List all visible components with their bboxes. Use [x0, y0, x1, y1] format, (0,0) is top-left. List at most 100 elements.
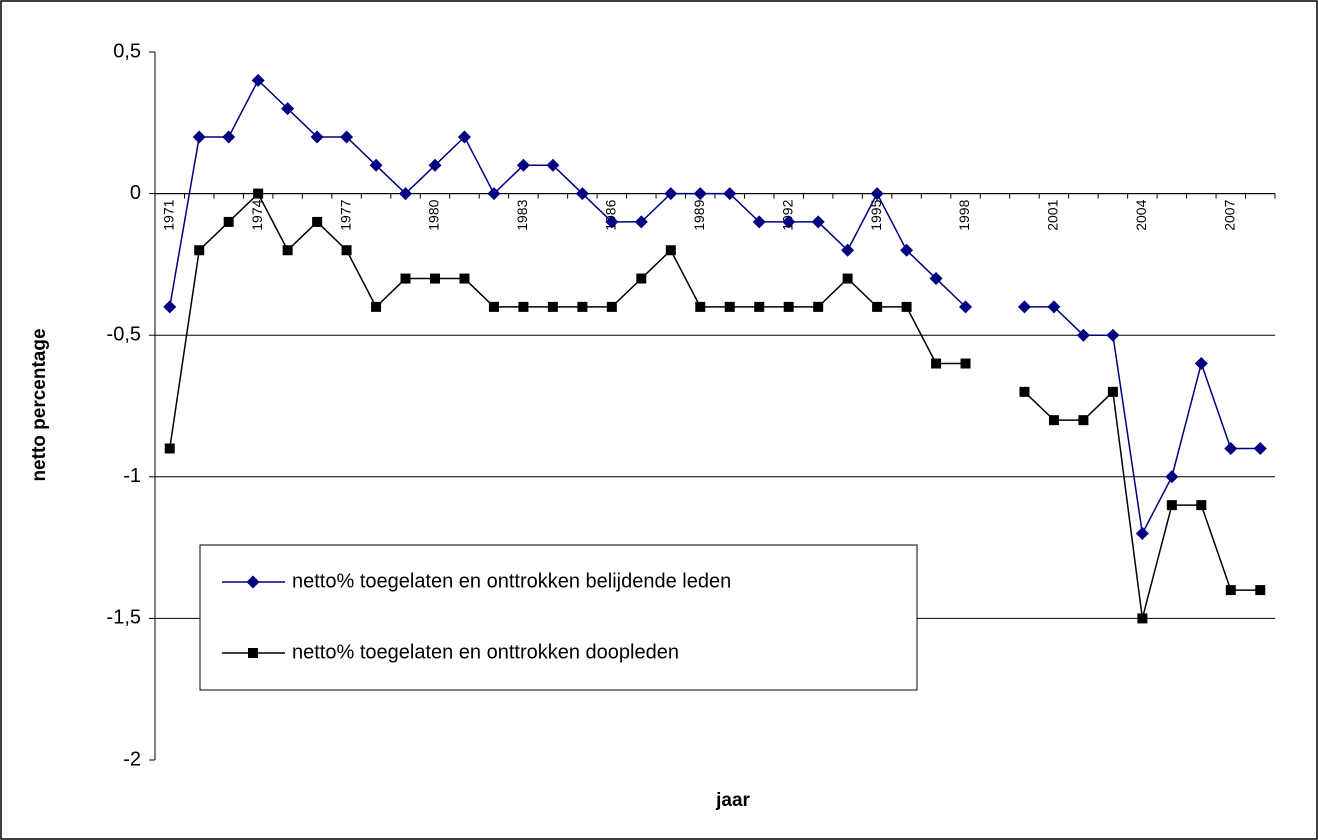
data-point — [723, 187, 737, 201]
x-axis-title: jaar — [715, 790, 750, 811]
data-point — [251, 73, 265, 87]
data-point — [693, 187, 707, 201]
data-point — [371, 301, 382, 312]
data-point — [340, 130, 354, 144]
legend-marker — [248, 648, 258, 658]
data-point — [1255, 585, 1266, 596]
data-point — [1137, 613, 1148, 624]
data-point — [901, 301, 912, 312]
data-point — [1196, 500, 1207, 511]
x-tick-label: 2007 — [1221, 199, 1237, 230]
data-point — [1078, 415, 1089, 426]
x-tick-label: 1989 — [691, 199, 707, 230]
data-point — [222, 130, 236, 144]
data-point — [695, 301, 706, 312]
data-point — [192, 130, 206, 144]
data-point — [813, 301, 824, 312]
data-point — [164, 443, 175, 454]
data-point — [1076, 328, 1090, 342]
data-point — [1224, 441, 1238, 455]
data-point — [842, 273, 853, 284]
data-point — [1019, 386, 1030, 397]
data-point — [841, 243, 855, 257]
legend-box — [199, 544, 918, 691]
data-point — [1225, 585, 1236, 596]
data-point — [872, 301, 883, 312]
y-tick-label: 0 — [130, 182, 141, 204]
data-point — [959, 300, 973, 314]
y-tick-label: -0,5 — [107, 323, 141, 345]
data-point — [665, 245, 676, 256]
data-point — [312, 216, 323, 227]
data-point — [253, 188, 264, 199]
data-point — [754, 301, 765, 312]
data-point — [369, 158, 383, 172]
data-point — [1106, 328, 1120, 342]
data-point — [577, 301, 588, 312]
data-point — [782, 215, 796, 229]
legend-marker — [246, 575, 260, 589]
legend-label: netto% toegelaten en onttrokken dooplede… — [292, 641, 679, 663]
data-point — [811, 215, 825, 229]
data-point — [752, 215, 766, 229]
x-tick-label: 1983 — [514, 199, 530, 230]
data-point — [488, 301, 499, 312]
data-point — [870, 187, 884, 201]
data-point — [1047, 300, 1061, 314]
data-point — [929, 272, 943, 286]
data-point — [605, 215, 619, 229]
data-point — [163, 300, 177, 314]
data-point — [194, 245, 205, 256]
data-point — [457, 130, 471, 144]
data-point — [1194, 357, 1208, 371]
data-point — [282, 245, 293, 256]
data-point — [547, 301, 558, 312]
data-point — [606, 301, 617, 312]
data-point — [636, 273, 647, 284]
y-tick-label: -1 — [123, 465, 141, 487]
data-point — [960, 358, 971, 369]
data-point — [518, 301, 529, 312]
y-axis-title: netto percentage — [29, 328, 50, 481]
legend: netto% toegelaten en onttrokken belijden… — [199, 544, 918, 691]
data-point — [399, 187, 413, 201]
y-tick-label: -1,5 — [107, 607, 141, 629]
data-point — [1165, 470, 1179, 484]
data-point — [783, 301, 794, 312]
data-point — [341, 245, 352, 256]
x-tick-label: 2004 — [1133, 199, 1149, 230]
data-point — [1166, 500, 1177, 511]
data-point — [1107, 386, 1118, 397]
data-point — [1135, 526, 1149, 540]
series — [163, 73, 1267, 540]
data-point — [516, 158, 530, 172]
data-point — [1253, 441, 1267, 455]
data-point — [430, 273, 440, 284]
x-tick-label: 1980 — [426, 199, 442, 230]
data-point — [281, 102, 295, 116]
data-point — [546, 158, 560, 172]
data-point — [1017, 300, 1031, 314]
data-point — [900, 243, 914, 257]
data-point — [724, 301, 735, 312]
y-tick-label: -2 — [123, 748, 141, 770]
data-point — [931, 358, 942, 369]
data-point — [310, 130, 324, 144]
x-tick-label: 2001 — [1045, 199, 1061, 230]
x-tick-label: 1971 — [160, 199, 176, 230]
data-point — [487, 187, 501, 201]
data-point — [575, 187, 589, 201]
data-point — [400, 273, 411, 284]
data-point — [428, 158, 442, 172]
x-tick-label: 1998 — [956, 199, 972, 230]
series — [164, 188, 1266, 624]
data-point — [1048, 415, 1059, 426]
legend-label: netto% toegelaten en onttrokken belijden… — [292, 570, 731, 592]
data-point — [634, 215, 648, 229]
data-point — [223, 216, 234, 227]
x-tick-label: 1995 — [868, 199, 884, 230]
x-tick-label: 1974 — [249, 199, 265, 230]
data-point — [664, 187, 678, 201]
